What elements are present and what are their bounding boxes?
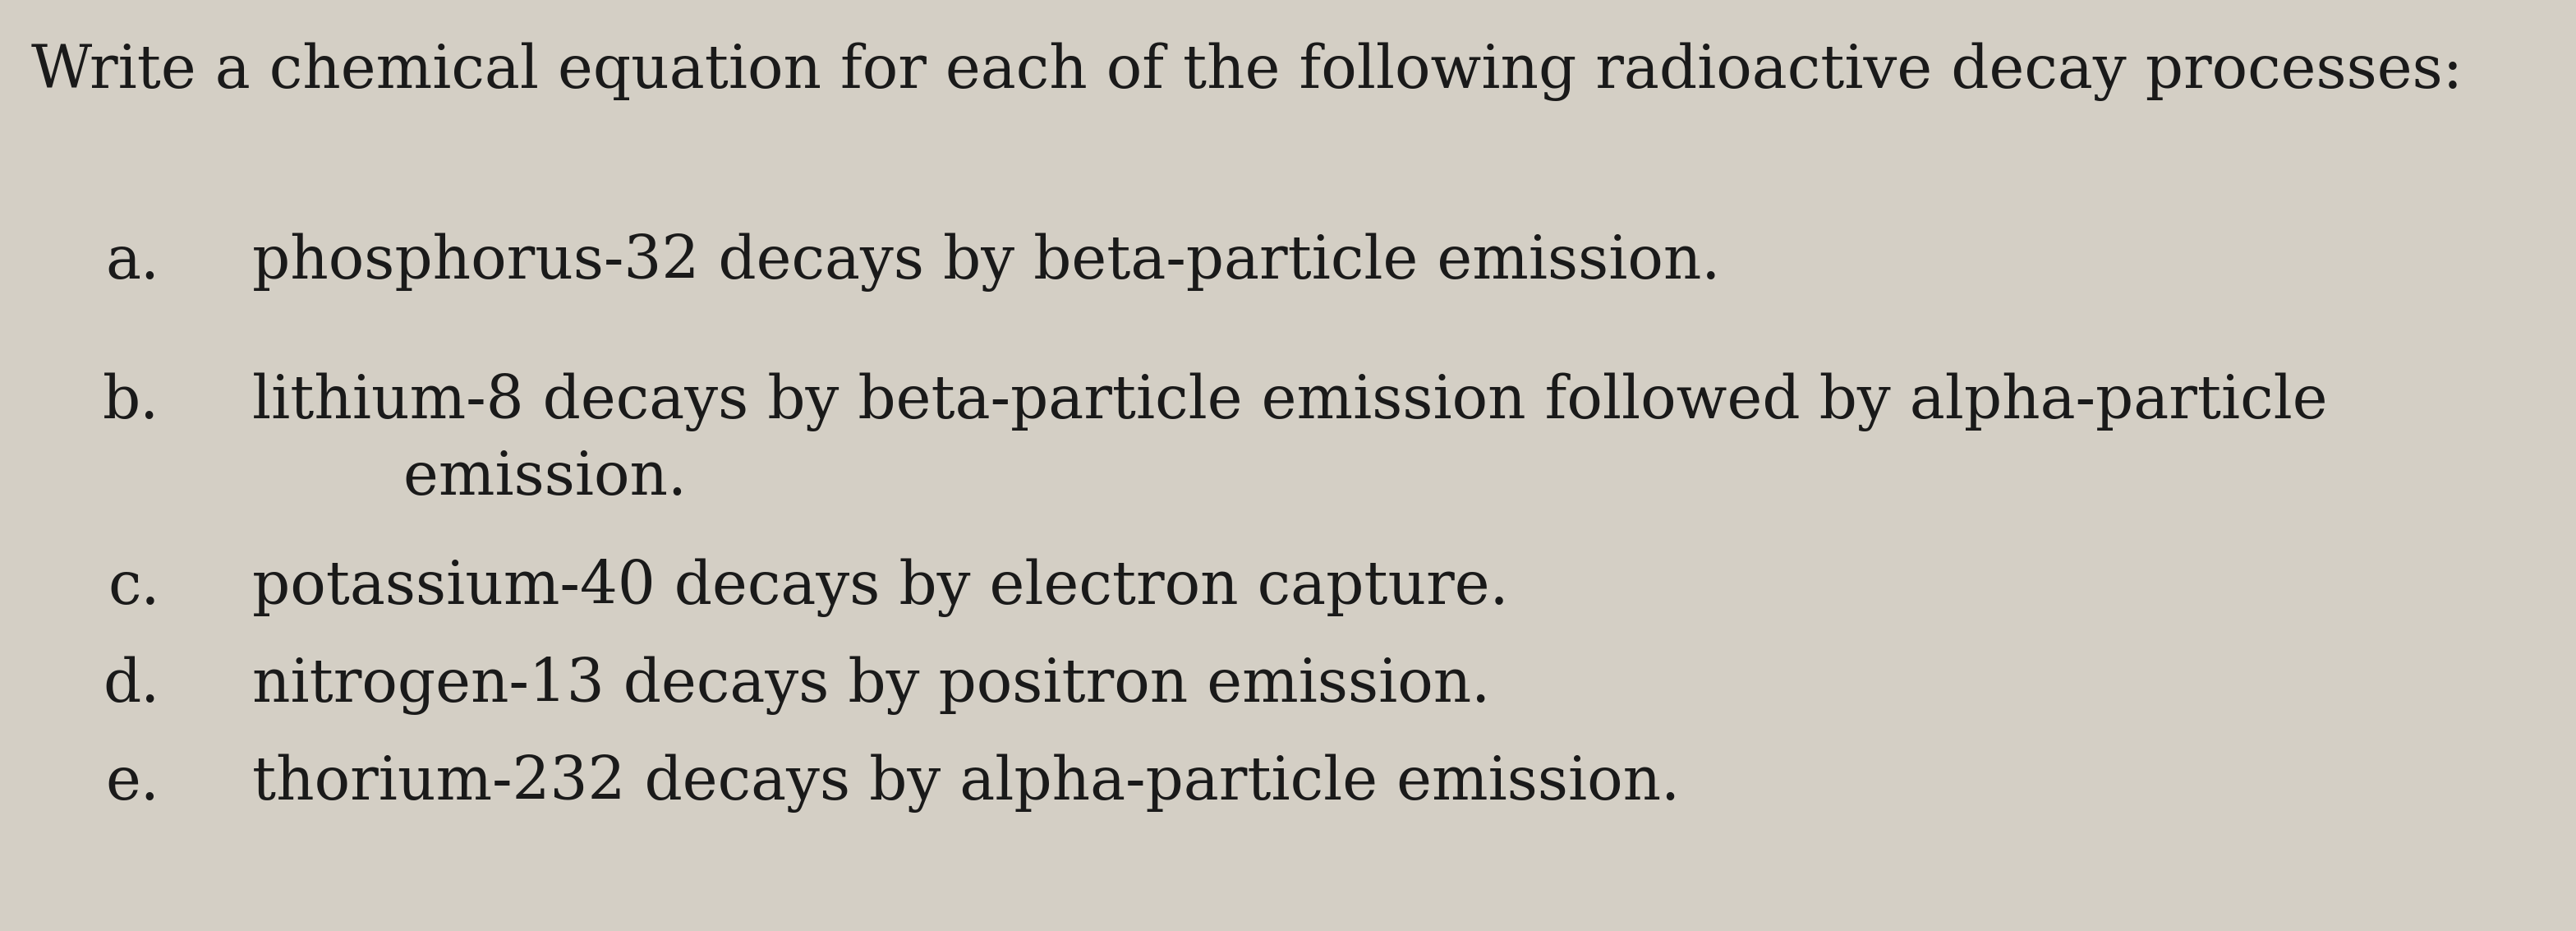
Text: a.: a. [106, 233, 160, 290]
Text: e.: e. [106, 754, 160, 812]
Text: d.: d. [103, 656, 160, 714]
Text: c.: c. [108, 559, 160, 616]
Text: potassium-40 decays by electron capture.: potassium-40 decays by electron capture. [252, 559, 1510, 617]
Text: thorium-232 decays by alpha-particle emission.: thorium-232 decays by alpha-particle emi… [252, 754, 1680, 813]
Text: b.: b. [103, 372, 160, 430]
Text: nitrogen-13 decays by positron emission.: nitrogen-13 decays by positron emission. [252, 656, 1492, 715]
Text: Write a chemical equation for each of the following radioactive decay processes:: Write a chemical equation for each of th… [31, 42, 2463, 101]
Text: phosphorus-32 decays by beta-particle emission.: phosphorus-32 decays by beta-particle em… [252, 233, 1721, 291]
Text: lithium-8 decays by beta-particle emission followed by alpha-particle
        em: lithium-8 decays by beta-particle emissi… [252, 372, 2329, 507]
